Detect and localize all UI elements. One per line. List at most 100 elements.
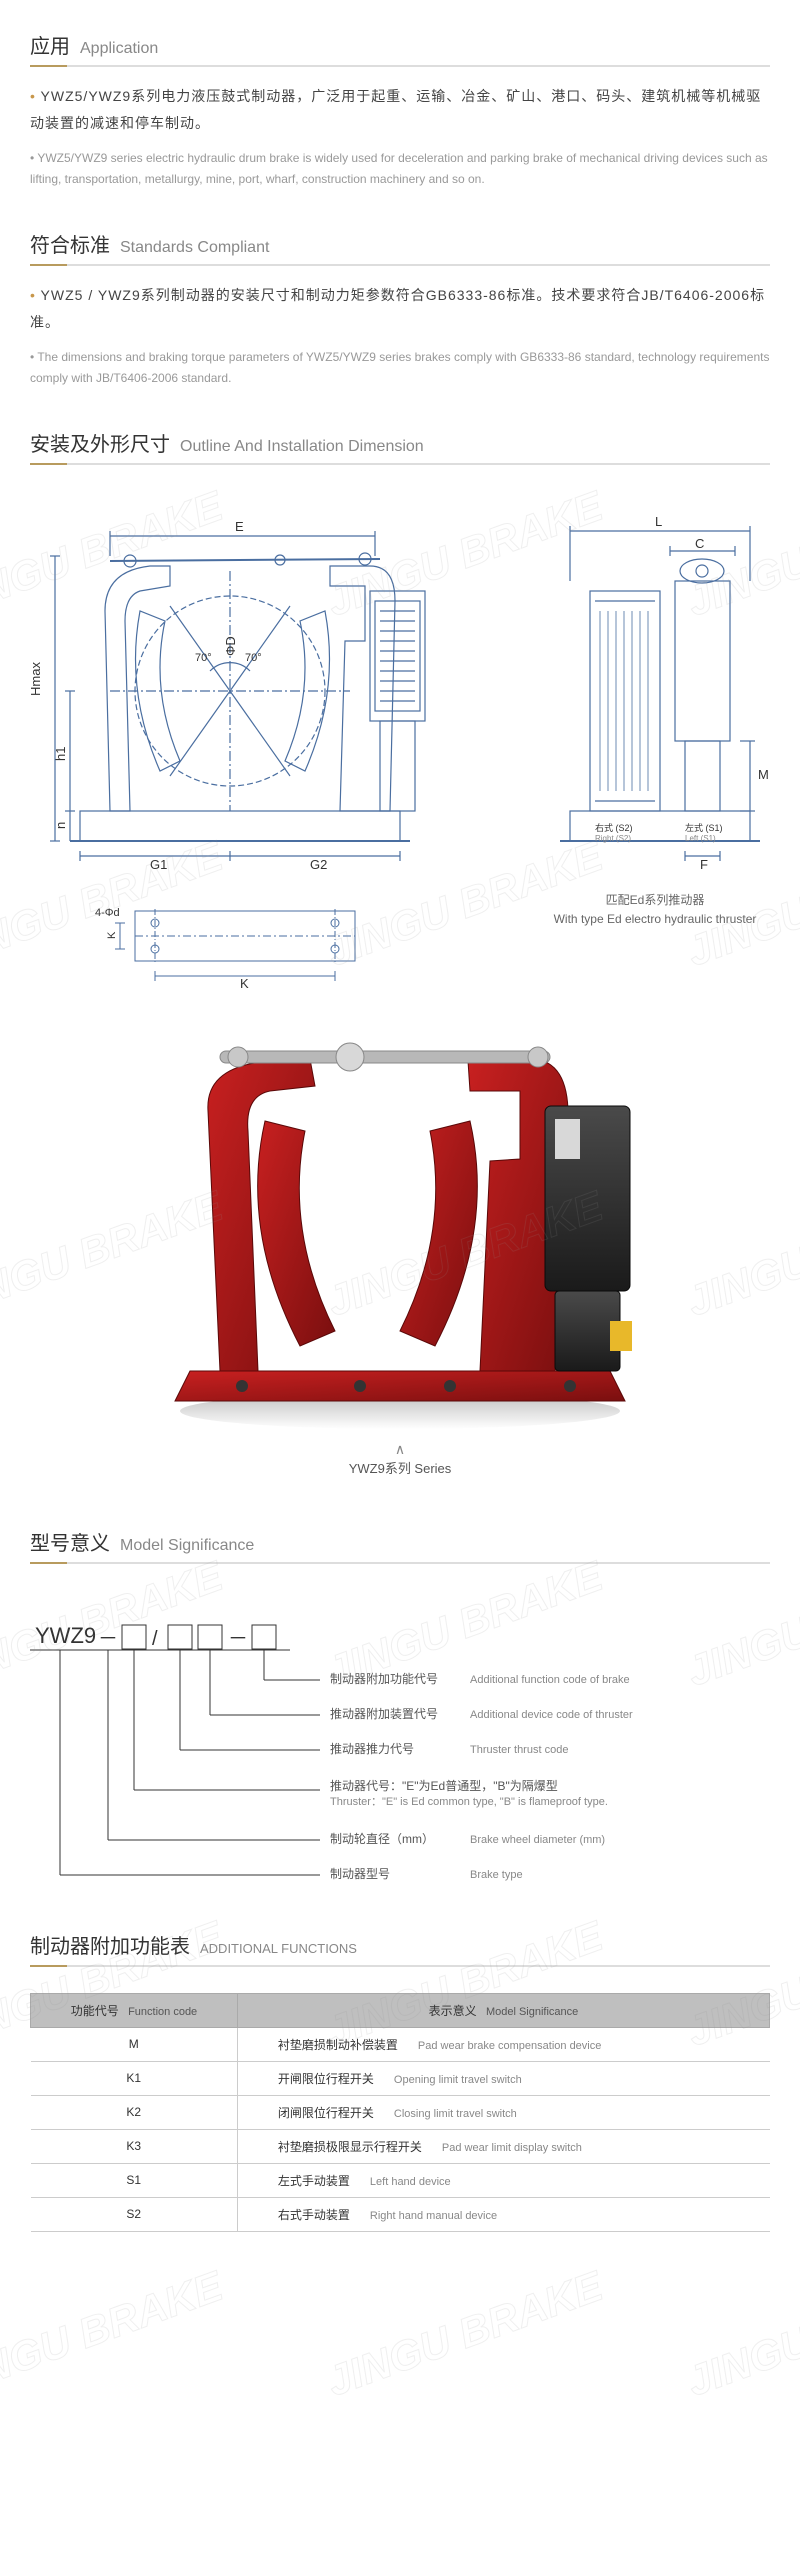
addfunc-meaning-en: Pad wear brake compensation device [418, 2040, 601, 2052]
dimension-diagrams: E Hmax h1 n ΦD 70° 70° G1 G2 G [30, 481, 770, 1001]
model-dash-2: － [228, 1628, 248, 1650]
standards-title: 符合标准 Standards Compliant [30, 209, 770, 264]
title-underline [30, 463, 770, 465]
addfunc-section: 制动器附加功能表 ADDITIONAL FUNCTIONS 功能代号 Funct… [0, 1910, 800, 2262]
addfunc-meaning-cn: 衬垫磨损极限显示行程开关 [278, 2140, 422, 2154]
model-title-en: Model Significance [120, 1537, 254, 1555]
addfunc-header-code: 功能代号 Function code [31, 1993, 238, 2027]
model-row-3-cn: 推动器代号："E"为Ed普通型，"B"为隔爆型 [330, 1779, 558, 1793]
dim-right-en: Right (S2) [595, 834, 631, 843]
application-title: 应用 Application [30, 10, 770, 65]
addfunc-table-area: 功能代号 Function code 表示意义 Model Significan… [30, 1983, 770, 2262]
addfunc-meaning-en: Right hand manual device [370, 2210, 497, 2222]
caret-icon: ∧ [30, 1441, 770, 1458]
table-row: K3衬垫磨损极限显示行程开关Pad wear limit display swi… [31, 2129, 770, 2163]
application-body-cn: YWZ5/YWZ9系列电力液压鼓式制动器，广泛用于起重、运输、冶金、矿山、港口、… [30, 83, 770, 136]
dim-left-cn: 左式 (S1) [685, 822, 723, 833]
dim-F: F [700, 857, 708, 871]
standards-title-en: Standards Compliant [120, 239, 269, 257]
addfunc-code: K3 [31, 2129, 238, 2163]
watermark: JINGU BRAKE [0, 2262, 229, 2406]
addfunc-code: M [31, 2027, 238, 2061]
dimension-front-view: E Hmax h1 n ΦD 70° 70° G1 G2 G [30, 511, 460, 991]
addfunc-meaning: 右式手动装置Right hand manual device [237, 2197, 769, 2231]
model-row-2-cn: 推动器推力代号 [330, 1742, 414, 1756]
model-row-4-cn: 制动轮直径（mm） [330, 1832, 434, 1846]
watermark: JINGU BRAKE [321, 2262, 609, 2406]
photo-caption-text: YWZ9系列 Series [30, 1458, 770, 1477]
model-row-5-cn: 制动器型号 [330, 1867, 390, 1881]
table-row: K2闭闸限位行程开关Closing limit travel switch [31, 2095, 770, 2129]
thruster-note: 匹配Ed系列推动器 With type Ed electro hydraulic… [554, 891, 757, 929]
product-photo-area: ∧ YWZ9系列 Series [30, 1001, 770, 1497]
addfunc-title-en: ADDITIONAL FUNCTIONS [200, 1941, 357, 1956]
addfunc-code: K2 [31, 2095, 238, 2129]
addfunc-header-code-cn: 功能代号 [71, 2004, 119, 2018]
model-row-4-en: Brake wheel diameter (mm) [470, 1834, 605, 1846]
addfunc-code: S1 [31, 2163, 238, 2197]
title-underline [30, 65, 770, 67]
standards-title-cn: 符合标准 [30, 229, 110, 258]
dimension-title-en: Outline And Installation Dimension [180, 438, 424, 456]
dim-left-en: Left (S1) [685, 834, 716, 843]
addfunc-header-mean: 表示意义 Model Significance [237, 1993, 769, 2027]
standards-body-en: The dimensions and braking torque parame… [30, 347, 770, 388]
standards-body-cn: YWZ5 / YWZ9系列制动器的安装尺寸和制动力矩参数符合GB6333-86标… [30, 282, 770, 335]
addfunc-meaning-cn: 闭闸限位行程开关 [278, 2106, 374, 2120]
dim-h1: h1 [53, 746, 68, 760]
model-row-3-en: Thruster："E" is Ed common type, "B" is f… [330, 1796, 608, 1808]
dim-phiD: ΦD [223, 636, 238, 656]
application-title-cn: 应用 [30, 30, 70, 59]
product-photo [150, 1031, 650, 1431]
dim-K-v: K [106, 931, 118, 939]
addfunc-title-cn: 制动器附加功能表 [30, 1930, 190, 1959]
model-section: 型号意义 Model Significance YWZ9 － / － 制动器附加… [0, 1507, 800, 1900]
model-prefix: YWZ9 [35, 1623, 96, 1648]
dim-C: C [695, 536, 704, 551]
addfunc-meaning-cn: 左式手动装置 [278, 2174, 350, 2188]
model-row-0-cn: 制动器附加功能代号 [330, 1672, 438, 1686]
dim-M: M [758, 767, 769, 782]
dimension-title-cn: 安装及外形尺寸 [30, 428, 170, 457]
addfunc-code: K1 [31, 2061, 238, 2095]
addfunc-meaning-en: Left hand device [370, 2176, 451, 2188]
model-title: 型号意义 Model Significance [30, 1507, 770, 1562]
addfunc-header-mean-en: Model Significance [486, 2006, 578, 2018]
model-row-0-en: Additional function code of brake [470, 1674, 630, 1686]
application-title-en: Application [80, 40, 158, 58]
dim-angle-l: 70° [195, 652, 212, 664]
thruster-note-cn: 匹配Ed系列推动器 [554, 891, 757, 910]
dim-d: 4-Φd [95, 907, 120, 919]
addfunc-meaning: 闭闸限位行程开关Closing limit travel switch [237, 2095, 769, 2129]
addfunc-meaning: 衬垫磨损制动补偿装置Pad wear brake compensation de… [237, 2027, 769, 2061]
model-dash: － [98, 1628, 118, 1650]
dim-G1: G1 [150, 857, 167, 871]
table-row: K1开闸限位行程开关Opening limit travel switch [31, 2061, 770, 2095]
photo-caption: ∧ YWZ9系列 Series [30, 1441, 770, 1477]
table-row: S1 左式手动装置 Left hand device [31, 2163, 770, 2197]
table-row: S2右式手动装置Right hand manual device [31, 2197, 770, 2231]
title-underline [30, 1965, 770, 1967]
addfunc-code: S2 [31, 2197, 238, 2231]
title-underline [30, 264, 770, 266]
dim-E: E [235, 519, 244, 534]
addfunc-title: 制动器附加功能表 ADDITIONAL FUNCTIONS [30, 1910, 770, 1965]
dim-L: L [655, 514, 662, 529]
application-body-en: YWZ5/YWZ9 series electric hydraulic drum… [30, 148, 770, 189]
addfunc-meaning: 左式手动装置 Left hand device [237, 2163, 769, 2197]
standards-section: 符合标准 Standards Compliant YWZ5 / YWZ9系列制动… [0, 209, 800, 388]
addfunc-header-code-en: Function code [128, 2006, 197, 2018]
dimension-side-view: L C M F 右式 (S2) Right (S2) 左式 (S1) Left … [540, 511, 770, 991]
dimension-title: 安装及外形尺寸 Outline And Installation Dimensi… [30, 408, 770, 463]
dim-Hmax: Hmax [30, 661, 43, 695]
dim-G2: G2 [310, 857, 327, 871]
model-row-1-en: Additional device code of thruster [470, 1709, 633, 1721]
model-diagram: YWZ9 － / － 制动器附加功能代号 Additional function… [30, 1580, 770, 1900]
table-row: M衬垫磨损制动补偿装置Pad wear brake compensation d… [31, 2027, 770, 2061]
dim-right-cn: 右式 (S2) [595, 822, 633, 833]
addfunc-meaning: 衬垫磨损极限显示行程开关Pad wear limit display switc… [237, 2129, 769, 2163]
model-slash: / [152, 1628, 158, 1650]
title-underline [30, 1562, 770, 1564]
addfunc-header-mean-cn: 表示意义 [429, 2004, 477, 2018]
watermark: JINGU BRAKE [681, 2262, 800, 2406]
